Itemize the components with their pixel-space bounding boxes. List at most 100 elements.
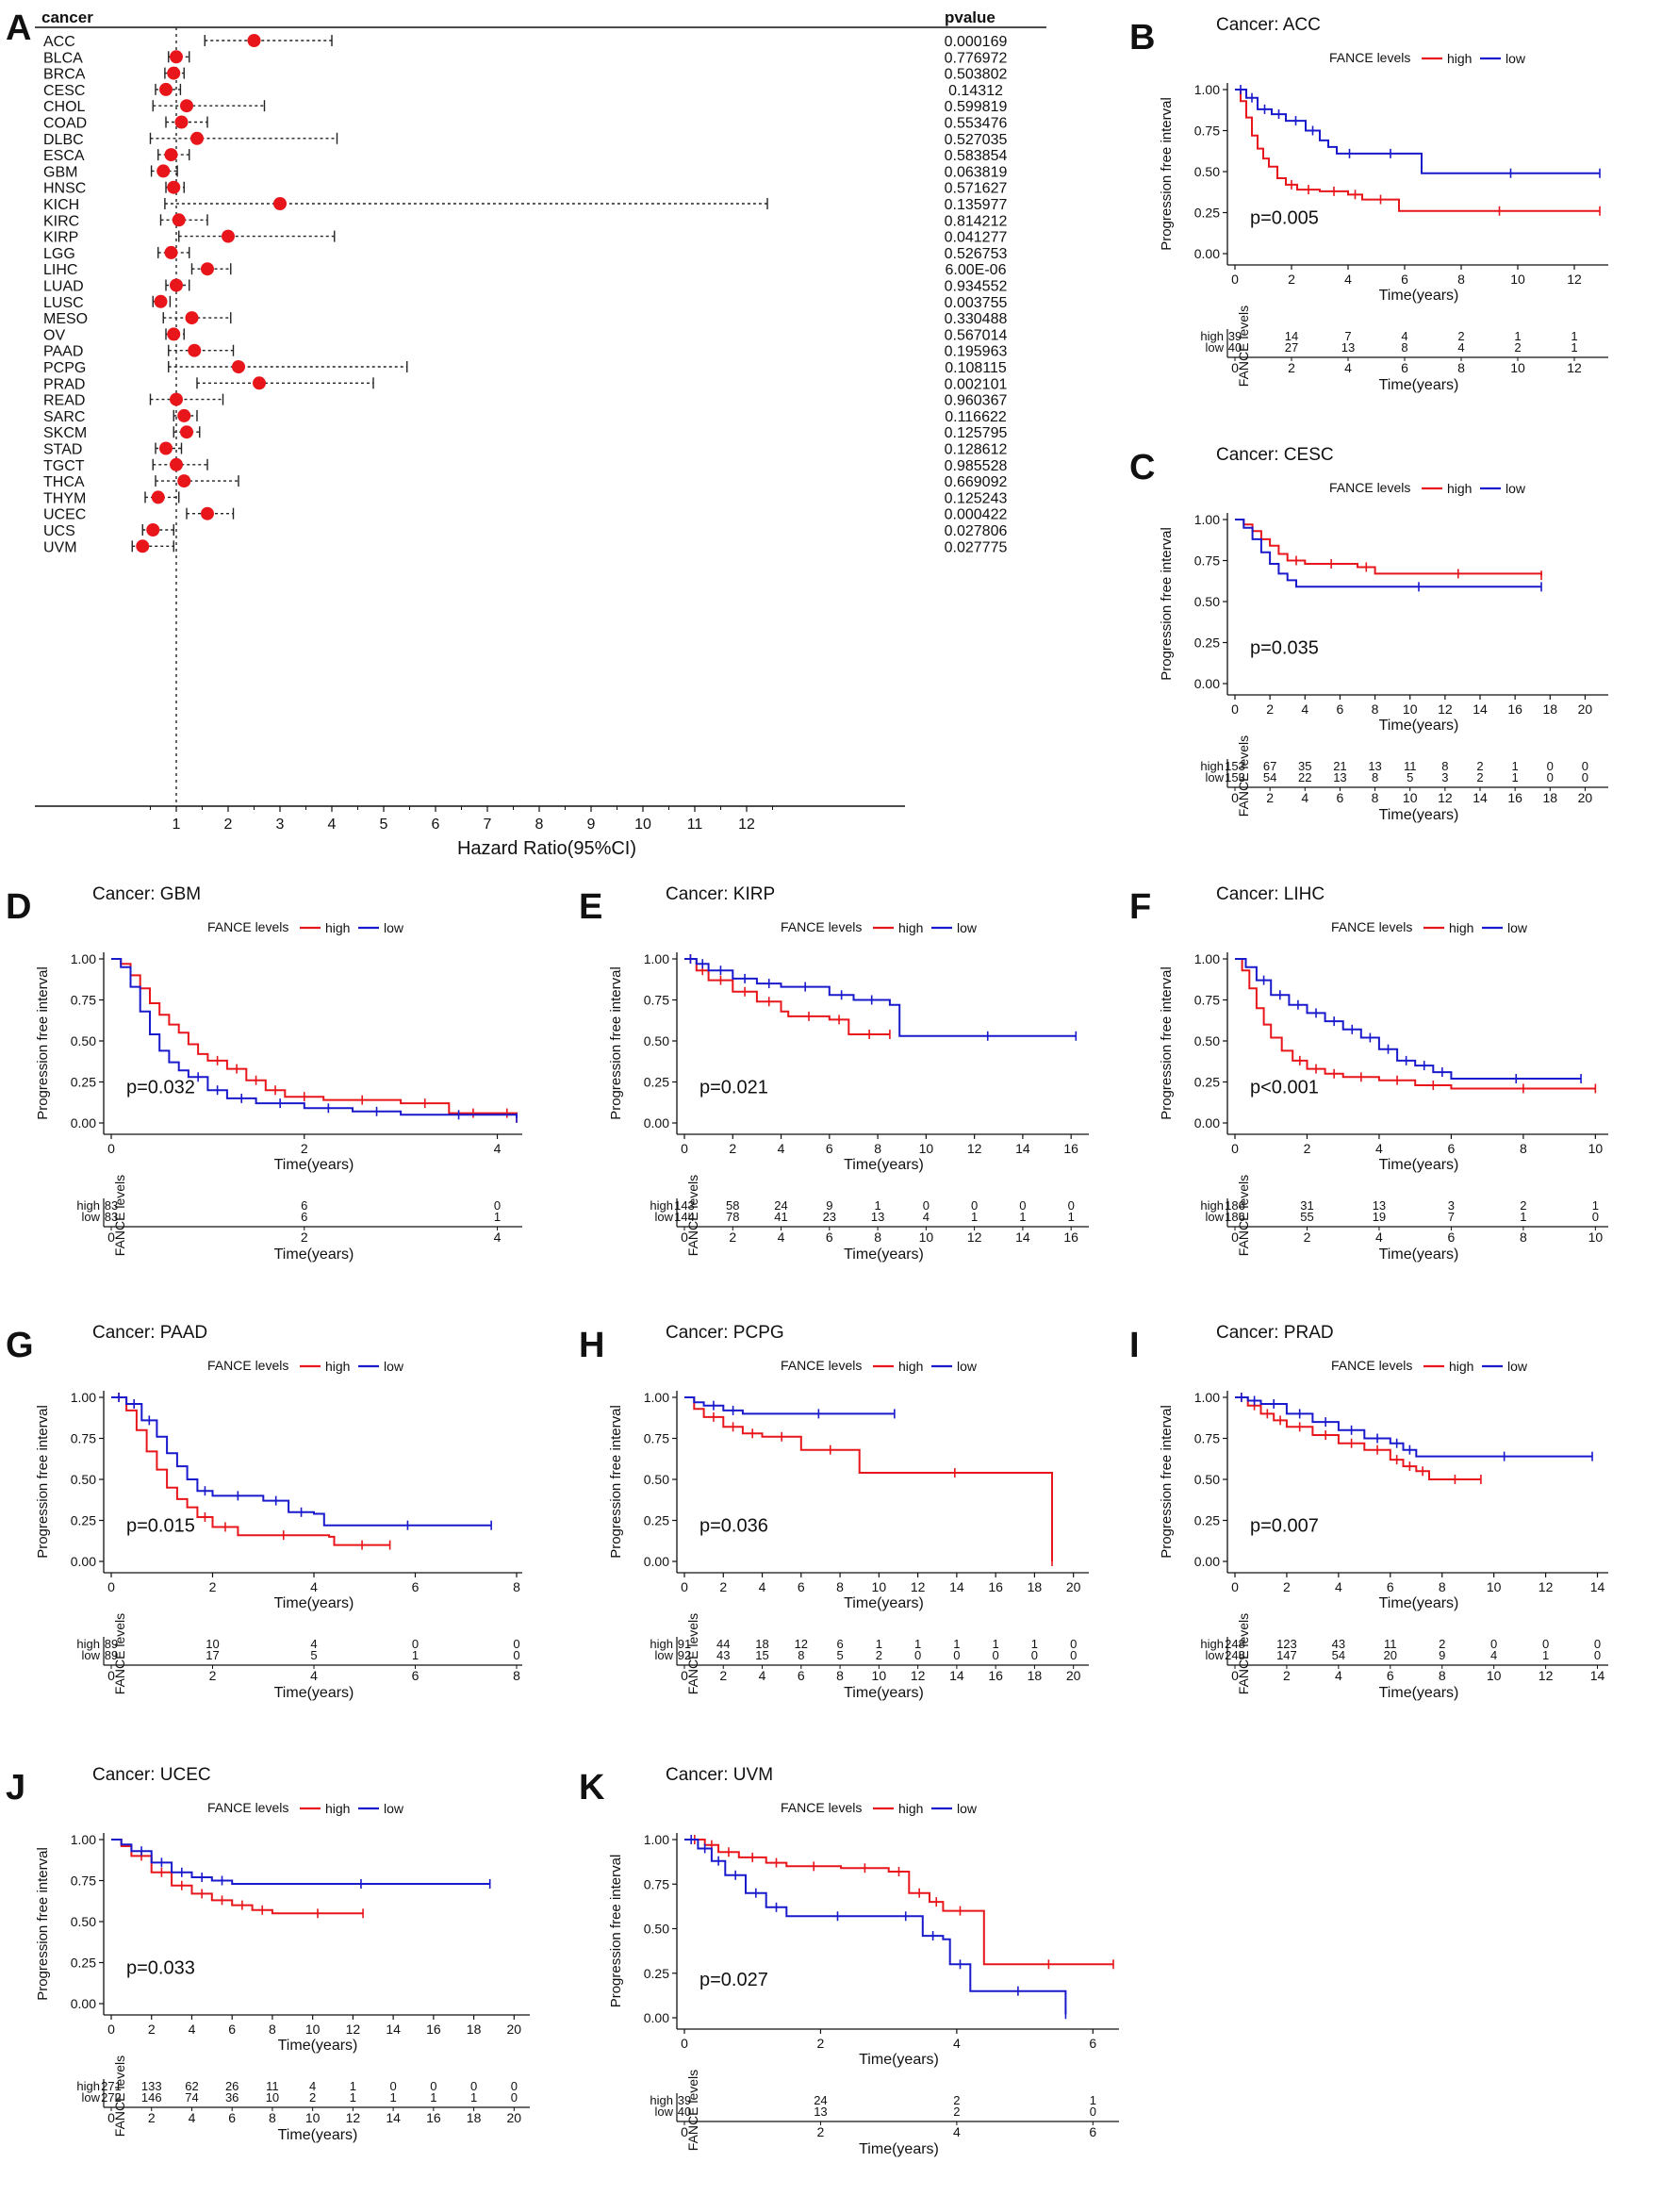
y-tick-label: 0.25	[1194, 206, 1220, 221]
cancer-label: PRAD	[43, 376, 85, 392]
x-tick-label: 16	[988, 1579, 1003, 1594]
p-value: p<0.001	[1250, 1078, 1319, 1098]
hr-point	[156, 164, 171, 178]
risk-count-high: 1	[993, 1637, 999, 1651]
risk-count-low: 0	[914, 1648, 921, 1662]
pvalue-label: 0.002101	[945, 376, 1008, 392]
legend-low-label: low	[384, 920, 404, 935]
cancer-label: COAD	[43, 116, 87, 132]
y-axis-title: Progression free interval	[608, 1855, 624, 2008]
risk-count-low: 1	[350, 2090, 356, 2105]
km-curve-high	[1235, 89, 1600, 212]
km-curve-low	[1235, 89, 1600, 174]
pvalue-label: 6.00E-06	[946, 262, 1007, 278]
x-tick-label: 4	[310, 1579, 318, 1594]
legend-title: FANCE levels	[1329, 480, 1410, 495]
legend-low-label: low	[1507, 920, 1528, 935]
y-tick-label: 0.75	[1194, 1431, 1220, 1446]
risk-y-title: FANCE levels	[685, 1613, 700, 1694]
risk-x-tick-label: 20	[1578, 790, 1593, 805]
risk-table: FANCE levelshighlow153153067542352242113…	[1200, 735, 1608, 823]
panel-label-H: H	[579, 1326, 604, 1365]
risk-table: FANCE levelshighlow143144058782244149236…	[650, 1175, 1089, 1263]
col-header-cancer: cancer	[41, 8, 93, 26]
y-tick-label: 0.50	[1194, 1472, 1220, 1487]
panel-title: Cancer: CESC	[1216, 445, 1334, 465]
risk-y-title: FANCE levels	[112, 1175, 127, 1256]
y-axis-title: Progression free interval	[1159, 1405, 1175, 1559]
forest-row-coad: COAD 0.553476	[43, 115, 1007, 132]
x-tick-label: 8	[513, 1579, 520, 1594]
risk-y-title: FANCE levels	[1236, 1175, 1251, 1256]
risk-count-low: 8	[1372, 770, 1378, 784]
x-tick-label: 0	[107, 2022, 115, 2037]
forest-row-luad: LUAD 0.934552	[43, 278, 1007, 295]
x-tick-label: 6	[1448, 1141, 1456, 1156]
y-tick-label: 0.75	[71, 993, 96, 1008]
x-tick-label: 2	[224, 817, 233, 833]
y-tick-label: 1.00	[71, 951, 96, 966]
risk-count-high: 0	[971, 1198, 978, 1213]
cancer-label: SARC	[43, 409, 85, 425]
forest-row-skcm: SKCM 0.125795	[43, 425, 1007, 441]
cancer-label: STAD	[43, 442, 82, 458]
hr-point	[164, 148, 178, 162]
risk-count-low: 1	[390, 2090, 397, 2105]
risk-count-low: 40	[1228, 340, 1242, 355]
forest-row-ucs: UCS 0.027806	[43, 523, 1007, 539]
risk-x-tick-label: 4	[1344, 360, 1352, 375]
legend-title: FANCE levels	[781, 1358, 862, 1373]
risk-count-high: 11	[266, 2079, 279, 2093]
x-tick-label: 10	[634, 817, 651, 833]
risk-count-high: 133	[141, 2079, 162, 2093]
km-curve-low	[684, 958, 1077, 1037]
km-curve-low	[684, 1396, 895, 1415]
x-tick-label: 0	[1231, 702, 1239, 717]
x-tick-label: 6	[1337, 702, 1344, 717]
risk-x-tick-label: 6	[1401, 360, 1408, 375]
y-tick-label: 0.00	[1194, 1115, 1220, 1131]
y-tick-label: 1.00	[1194, 951, 1220, 966]
hr-point	[170, 392, 183, 406]
y-tick-label: 0.00	[71, 1115, 96, 1131]
hr-point	[170, 50, 183, 64]
risk-count-low: 0	[1070, 1648, 1077, 1662]
risk-x-tick-label: 2	[729, 1230, 736, 1245]
x-tick-label: 6	[412, 1579, 420, 1594]
risk-y-title: FANCE levels	[685, 1175, 700, 1256]
x-tick-label: 4	[759, 1579, 766, 1594]
risk-label-high: high	[76, 2079, 100, 2093]
pvalue-label: 0.599819	[945, 99, 1008, 115]
km-curve-high	[1235, 519, 1542, 576]
x-tick-label: 16	[1063, 1141, 1078, 1156]
risk-count-high: 0	[1490, 1637, 1497, 1651]
hr-point	[222, 229, 235, 243]
x-tick-label: 0	[1231, 1579, 1239, 1594]
panel-label-D: D	[6, 887, 31, 927]
y-tick-label: 1.00	[644, 951, 669, 966]
risk-x-tick-label: 6	[1448, 1230, 1456, 1245]
risk-x-tick-label: 0	[107, 1230, 115, 1245]
x-tick-label: 6	[228, 2022, 236, 2037]
risk-table: FANCE levelshighlow8989010172454016008Ti…	[76, 1613, 522, 1701]
x-tick-label: 4	[328, 817, 337, 833]
risk-y-title: FANCE levels	[1236, 305, 1251, 387]
forest-row-prad: PRAD 0.002101	[43, 376, 1007, 392]
legend-low-label: low	[1506, 481, 1526, 496]
x-tick-label: 4	[953, 2036, 961, 2051]
risk-count-low: 1	[470, 2090, 477, 2105]
cancer-label: HNSC	[43, 181, 86, 197]
risk-x-tick-label: 2	[1304, 1230, 1311, 1245]
risk-count-low: 3	[1441, 770, 1448, 784]
y-tick-label: 1.00	[1194, 82, 1220, 97]
x-tick-label: 6	[1387, 1579, 1394, 1594]
risk-count-low: 1	[430, 2090, 436, 2105]
risk-count-high: 91	[678, 1637, 691, 1651]
cancer-label: CESC	[43, 83, 85, 99]
risk-count-high: 271	[101, 2079, 122, 2093]
x-tick-label: 12	[1567, 272, 1582, 287]
risk-x-tick-label: 4	[778, 1230, 785, 1245]
legend-high-label: high	[898, 1359, 923, 1374]
risk-label-high: high	[650, 1198, 673, 1213]
